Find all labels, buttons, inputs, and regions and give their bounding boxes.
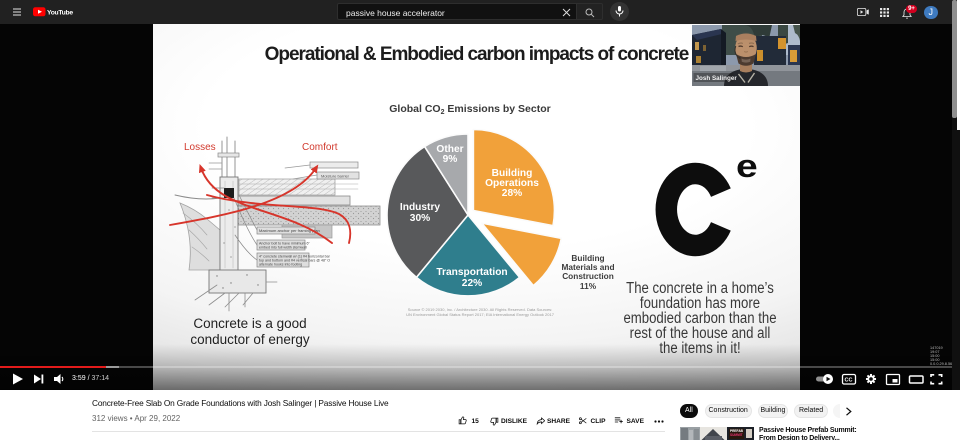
svg-text:30%: 30% (410, 213, 430, 224)
svg-text:4" concrete stemwall w/ (1) #4: 4" concrete stemwall w/ (1) #4 horizonta… (259, 255, 331, 259)
svg-text:Anchor bolt to have minimum 6": Anchor bolt to have minimum 6" (259, 242, 311, 246)
svg-text:Building: Building (492, 168, 533, 179)
svg-text:Transportation: Transportation (436, 267, 507, 278)
svg-text:Operations: Operations (485, 178, 539, 189)
svg-text:e: e (736, 148, 758, 184)
svg-text:embed into full width stemwall: embed into full width stemwall (259, 246, 307, 250)
svg-text:Maximum anchor per framing pla: Maximum anchor per framing plan (259, 228, 320, 233)
svg-text:SUMMIT: SUMMIT (730, 433, 743, 437)
svg-text:CC: CC (845, 378, 853, 384)
svg-text:Other: Other (436, 144, 463, 155)
svg-text:Josh Salinger: Josh Salinger (696, 75, 738, 82)
svg-text:YouTube: YouTube (47, 10, 73, 17)
svg-text:22%: 22% (462, 278, 482, 289)
svg-text:9%: 9% (443, 154, 458, 165)
svg-text:top and bottom and #4 vertical: top and bottom and #4 vertical bars @ 48… (259, 259, 330, 263)
svg-text:Industry: Industry (400, 202, 441, 213)
svg-text:Moisture barrier: Moisture barrier (321, 174, 350, 179)
svg-text:PREFAB: PREFAB (730, 429, 744, 433)
svg-text:28%: 28% (502, 188, 522, 199)
svg-text:alternate hooks into footing: alternate hooks into footing (259, 263, 302, 267)
